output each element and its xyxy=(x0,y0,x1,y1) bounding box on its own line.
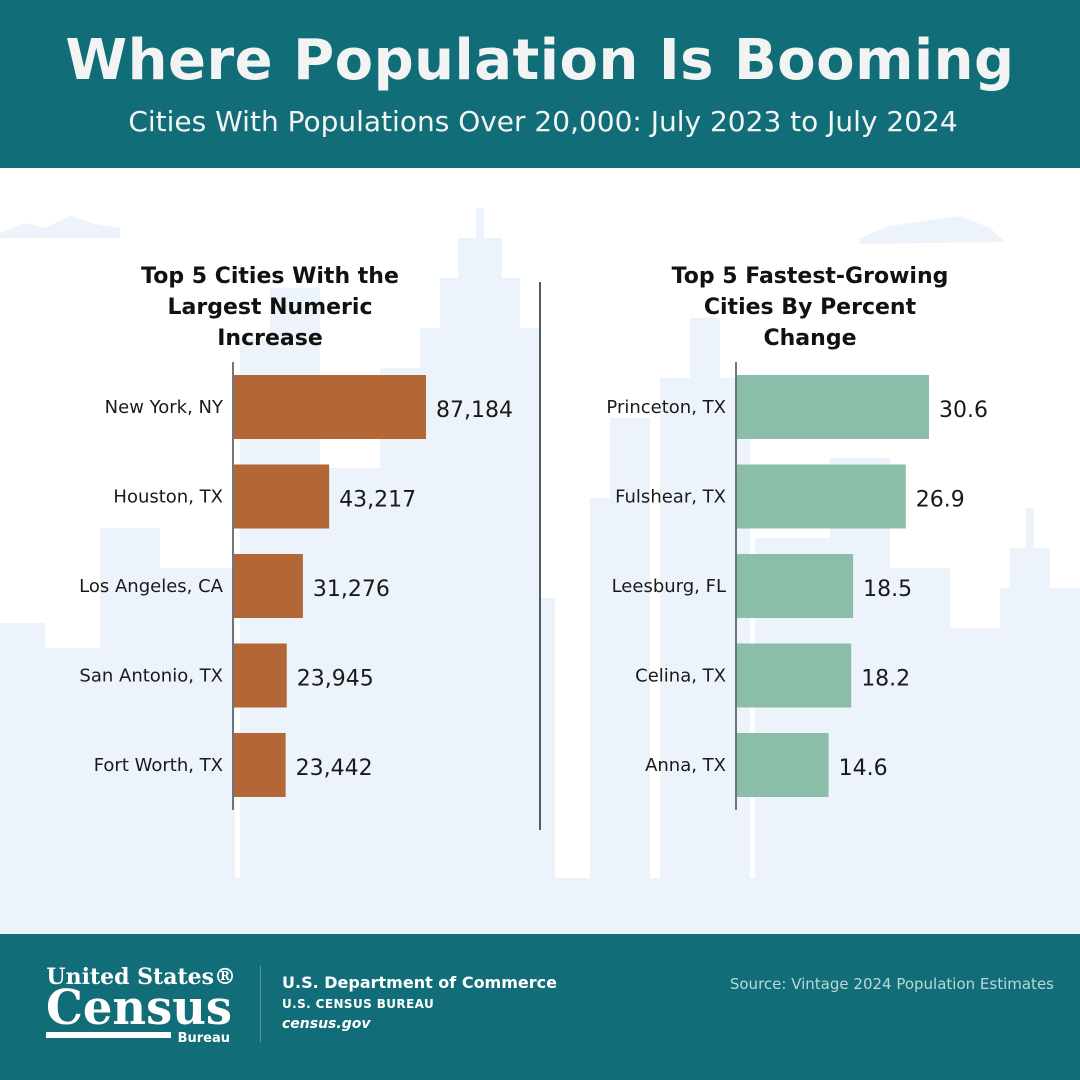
percent-category-label: Fulshear, TX xyxy=(615,487,726,508)
percent-chart-title-line: Top 5 Fastest-Growing xyxy=(672,264,949,289)
percent-category-label: Celina, TX xyxy=(635,666,726,687)
percent-value-label: 18.2 xyxy=(861,667,910,692)
numeric-bar xyxy=(234,733,286,797)
percent-chart-title-line: Change xyxy=(764,326,857,351)
numeric-category-label: New York, NY xyxy=(105,397,224,418)
numeric-value-label: 23,945 xyxy=(297,667,374,692)
numeric-category-label: Los Angeles, CA xyxy=(79,576,224,597)
percent-value-label: 14.6 xyxy=(839,756,888,781)
numeric-chart-title-line: Largest Numeric xyxy=(167,295,372,320)
numeric-bar xyxy=(234,554,303,618)
percent-bar xyxy=(737,554,854,618)
percent-bar xyxy=(737,643,852,708)
percent-category-label: Princeton, TX xyxy=(606,397,726,418)
numeric-value-label: 43,217 xyxy=(339,488,416,513)
percent-value-label: 18.5 xyxy=(863,577,912,602)
svg-text:Bureau: Bureau xyxy=(178,1031,230,1046)
numeric-category-label: San Antonio, TX xyxy=(79,666,223,687)
source-note: Source: Vintage 2024 Population Estimate… xyxy=(729,975,1054,993)
percent-value-label: 26.9 xyxy=(916,488,965,513)
percent-category-label: Anna, TX xyxy=(645,755,726,776)
numeric-value-label: 23,442 xyxy=(296,756,373,781)
numeric-bar xyxy=(234,643,287,708)
census-bureau-logo: United States® Census Bureau xyxy=(46,964,236,1046)
percent-category-label: Leesburg, FL xyxy=(612,576,726,597)
website-link[interactable]: census.gov xyxy=(282,1016,371,1032)
numeric-chart-title-line: Top 5 Cities With the xyxy=(141,264,399,289)
numeric-value-label: 87,184 xyxy=(436,398,513,423)
percent-bar xyxy=(737,464,906,529)
skyline-background xyxy=(0,208,1080,934)
percent-bar xyxy=(737,733,829,797)
numeric-category-label: Fort Worth, TX xyxy=(94,755,223,776)
svg-text:United States®: United States® xyxy=(46,964,236,990)
numeric-category-label: Houston, TX xyxy=(113,487,223,508)
department-name: U.S. Department of Commerce xyxy=(282,973,557,992)
numeric-value-label: 31,276 xyxy=(313,577,390,602)
footer-separator xyxy=(260,966,261,1042)
bureau-name: U.S. CENSUS BUREAU xyxy=(282,997,435,1011)
bar-charts: Top 5 Cities With the Largest Numeric Incr… xyxy=(79,264,988,810)
numeric-bar xyxy=(234,464,330,529)
footer-bar xyxy=(0,934,1080,1080)
numeric-bar xyxy=(234,375,426,439)
header-banner: Where Population Is Booming Cities With … xyxy=(0,0,1080,168)
percent-chart-title-line: Cities By Percent xyxy=(704,295,917,320)
numeric-chart-title-line: Increase xyxy=(217,326,323,351)
panel-divider xyxy=(539,282,541,830)
page-title: Where Population Is Booming xyxy=(65,28,1015,93)
svg-text:Census: Census xyxy=(46,980,232,1036)
percent-bar xyxy=(737,375,929,439)
page-subtitle: Cities With Populations Over 20,000: Jul… xyxy=(128,105,958,138)
percent-value-label: 30.6 xyxy=(939,398,988,423)
